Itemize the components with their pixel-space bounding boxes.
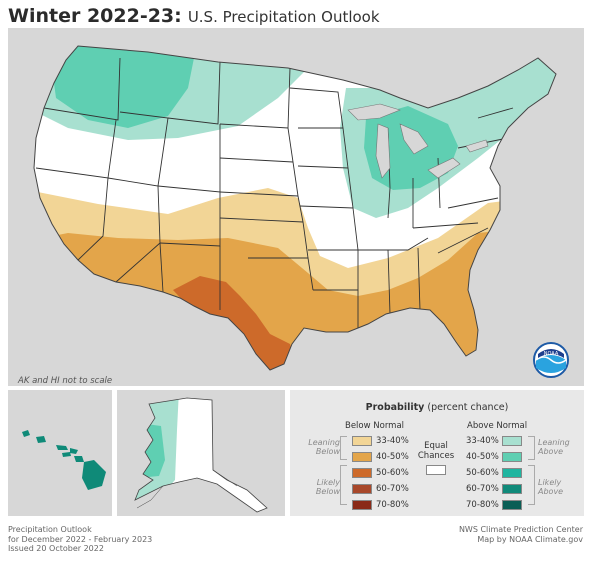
below-swatch (352, 500, 372, 510)
title-main: Winter 2022-23: (8, 5, 182, 27)
above-header: Above Normal (467, 421, 528, 431)
alaska-map (117, 390, 285, 516)
scale-note: AK and HI not to scale (18, 376, 113, 386)
above-swatch (502, 500, 522, 510)
leaning-above-label: Leaning Above (538, 438, 570, 456)
below-swatch (352, 468, 372, 478)
nw-above-40-50 (48, 46, 198, 128)
likely-below-bracket (340, 465, 347, 505)
leaning-below-label: Leaning Below (308, 438, 340, 456)
above-swatch (502, 484, 522, 494)
below-label: 60-70% (376, 484, 409, 494)
legend-title: Probability (percent chance) (365, 402, 509, 413)
footer-left: Precipitation Outlook for December 2022 … (8, 525, 152, 554)
above-label: 40-50% (466, 452, 499, 462)
likely-above-label: Likely Above (538, 478, 564, 496)
below-label: 33-40% (376, 436, 409, 446)
above-label: 70-80% (466, 500, 499, 510)
below-swatch (352, 452, 372, 462)
below-label: 50-60% (376, 468, 409, 478)
conus-map: NOAA AK and HI not to scale (8, 28, 584, 386)
page-title: Winter 2022-23: U.S. Precipitation Outlo… (8, 4, 380, 29)
footer-issued: Issued 20 October 2022 (8, 544, 104, 553)
above-label: 60-70% (466, 484, 499, 494)
above-swatch (502, 468, 522, 478)
below-swatch (352, 484, 372, 494)
footer-credit: Map by NOAA Climate.gov (477, 534, 583, 544)
above-label: 33-40% (466, 436, 499, 446)
below-label: 40-50% (376, 452, 409, 462)
great-lakes (347, 103, 489, 179)
below-header: Below Normal (345, 421, 405, 431)
conus-outline (33, 45, 557, 371)
equal-chances-swatch (426, 465, 446, 475)
footer-period: for December 2022 - February 2023 (8, 534, 153, 544)
below-label: 70-80% (376, 500, 409, 510)
noaa-logo: NOAA (533, 342, 569, 378)
above-swatch (502, 436, 522, 446)
ak-above-40-50 (135, 420, 165, 480)
equal-chances-label: Equal Chances (417, 441, 455, 461)
footer-outlook: Precipitation Outlook (8, 525, 92, 534)
leaning-above-bracket (528, 436, 535, 460)
logo-text: NOAA (544, 351, 559, 357)
state-borders (35, 57, 514, 328)
above-swatch (502, 452, 522, 462)
hawaii-islands (22, 430, 106, 490)
legend: Probability (percent chance) Below Norma… (290, 390, 584, 516)
leaning-below-bracket (340, 436, 347, 460)
above-label: 50-60% (466, 468, 499, 478)
likely-below-label: Likely Below (315, 478, 340, 496)
likely-above-bracket (528, 465, 535, 505)
title-sub: U.S. Precipitation Outlook (187, 8, 380, 26)
hawaii-map (8, 390, 112, 516)
conus-map-svg: NOAA (33, 45, 569, 378)
footer-right: NWS Climate Prediction Center Map by NOA… (459, 525, 583, 544)
below-swatch (352, 436, 372, 446)
footer-cpc: NWS Climate Prediction Center (458, 525, 583, 534)
